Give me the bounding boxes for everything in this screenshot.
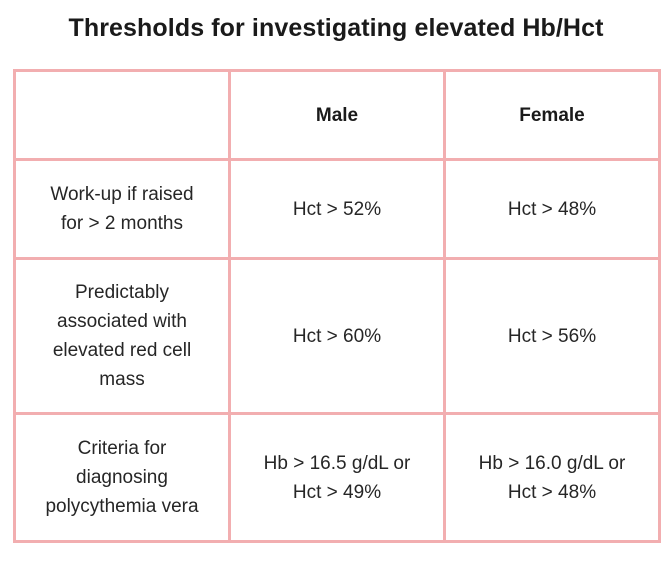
male-value-line: Hct > 60%	[292, 325, 382, 347]
header-female: Female	[443, 69, 661, 161]
row-label-cell: Predictably associated with elevated red…	[13, 257, 231, 415]
page-title: Thresholds for investigating elevated Hb…	[68, 14, 604, 42]
row-label-line: Predictably	[75, 282, 169, 303]
row-label-line: associated with	[57, 311, 187, 332]
male-value-cell: Hb > 16.5 g/dL or Hct > 49%	[228, 412, 446, 543]
row-label-line: elevated red cell	[52, 340, 192, 361]
female-value-cell: Hct > 56%	[443, 257, 661, 415]
female-value-cell: Hct > 48%	[443, 158, 661, 260]
male-value-cell: Hct > 60%	[228, 257, 446, 415]
row-label-line: for > 2 months	[61, 213, 183, 234]
table-row: Criteria for diagnosing polycythemia ver…	[13, 412, 661, 543]
row-label-cell: Work-up if raised for > 2 months	[13, 158, 231, 260]
female-value-line: Hct > 48%	[507, 481, 597, 503]
female-value-line: Hct > 48%	[507, 198, 597, 220]
male-value-line: Hct > 52%	[292, 198, 382, 220]
male-value-line: Hct > 49%	[292, 481, 382, 503]
thresholds-table: Male Female Work-up if raised for > 2 mo…	[13, 69, 661, 543]
female-value-cell: Hb > 16.0 g/dL or Hct > 48%	[443, 412, 661, 543]
row-label-line: polycythemia vera	[45, 496, 199, 517]
row-label-line: diagnosing	[76, 467, 168, 488]
row-label-line: Work-up if raised	[50, 184, 194, 205]
male-value-cell: Hct > 52%	[228, 158, 446, 260]
row-label-cell: Criteria for diagnosing polycythemia ver…	[13, 412, 231, 543]
female-value-line: Hct > 56%	[507, 325, 597, 347]
male-value-line: Hb > 16.5 g/dL or	[263, 452, 411, 474]
table-header-row: Male Female	[13, 69, 661, 161]
row-label-line: mass	[99, 369, 145, 390]
header-empty-cell	[13, 69, 231, 161]
header-male: Male	[228, 69, 446, 161]
table-row: Predictably associated with elevated red…	[13, 257, 661, 415]
row-label-line: Criteria for	[77, 438, 167, 459]
female-value-line: Hb > 16.0 g/dL or	[478, 452, 626, 474]
table-row: Work-up if raised for > 2 months Hct > 5…	[13, 158, 661, 260]
